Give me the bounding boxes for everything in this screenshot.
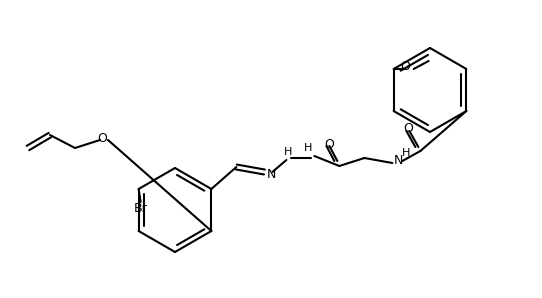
Text: H: H [402, 148, 410, 158]
Text: N: N [267, 167, 276, 181]
Text: N: N [393, 153, 403, 167]
Text: O: O [97, 131, 107, 145]
Text: Br: Br [134, 203, 147, 215]
Text: O: O [403, 122, 414, 136]
Text: O: O [325, 137, 334, 150]
Text: O: O [401, 60, 410, 74]
Text: H: H [304, 143, 313, 153]
Text: H: H [284, 147, 293, 157]
